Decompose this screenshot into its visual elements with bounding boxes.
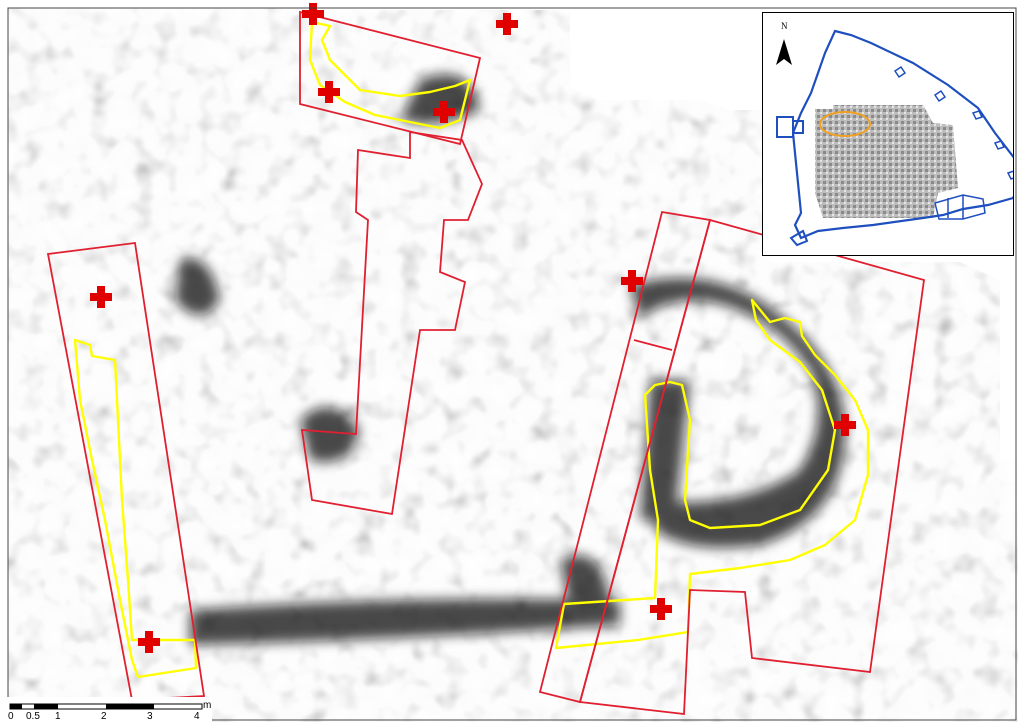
scale-bar: 0 0.5 1 2 3 4 m — [4, 697, 212, 722]
north-arrow-icon — [776, 39, 792, 65]
zone-outline-2 — [300, 130, 483, 516]
scale-tick-0: 0 — [8, 711, 14, 722]
red-cross-icon[interactable] — [318, 81, 340, 103]
inset-graphic — [776, 29, 1018, 247]
anomaly-outline-north — [308, 20, 472, 130]
inset-tower — [893, 65, 1018, 180]
scale-tick-1: 1 — [55, 711, 61, 722]
inset-locator-map: N — [762, 12, 1018, 256]
red-cross-icon[interactable] — [621, 270, 643, 292]
scale-tick-3: 3 — [147, 711, 153, 722]
red-cross-icon[interactable] — [302, 3, 324, 25]
red-cross-icon[interactable] — [90, 286, 112, 308]
anomaly-outline-east — [554, 298, 870, 650]
red-cross-icon[interactable] — [138, 631, 160, 653]
red-cross-icon[interactable] — [834, 414, 856, 436]
inset-highlight-ellipse — [819, 111, 871, 137]
zone-outline-3 — [46, 241, 206, 701]
inset-fortress-wall — [791, 29, 1018, 240]
zone-outline-divider — [633, 339, 673, 351]
zone-outline-5 — [578, 218, 925, 716]
map-frame — [7, 7, 1017, 721]
survey-zone-outlines — [46, 10, 925, 716]
zone-outline-1 — [299, 10, 482, 146]
red-cross-icon[interactable] — [496, 13, 518, 35]
inset-bastion — [789, 229, 809, 247]
scale-tick-4: 4 — [194, 711, 200, 722]
red-cross-icon[interactable] — [650, 598, 672, 620]
north-label: N — [781, 21, 788, 31]
markers — [90, 3, 856, 653]
scale-unit: m — [203, 700, 212, 711]
inset-survey-area — [815, 105, 958, 218]
red-cross-icon[interactable] — [433, 101, 455, 123]
scale-tick-2: 2 — [101, 711, 107, 722]
scale-tick-0-5: 0.5 — [26, 711, 40, 722]
inset-building — [934, 194, 986, 220]
scale-bar-graphic — [9, 703, 203, 710]
inset-bastion — [776, 116, 804, 138]
